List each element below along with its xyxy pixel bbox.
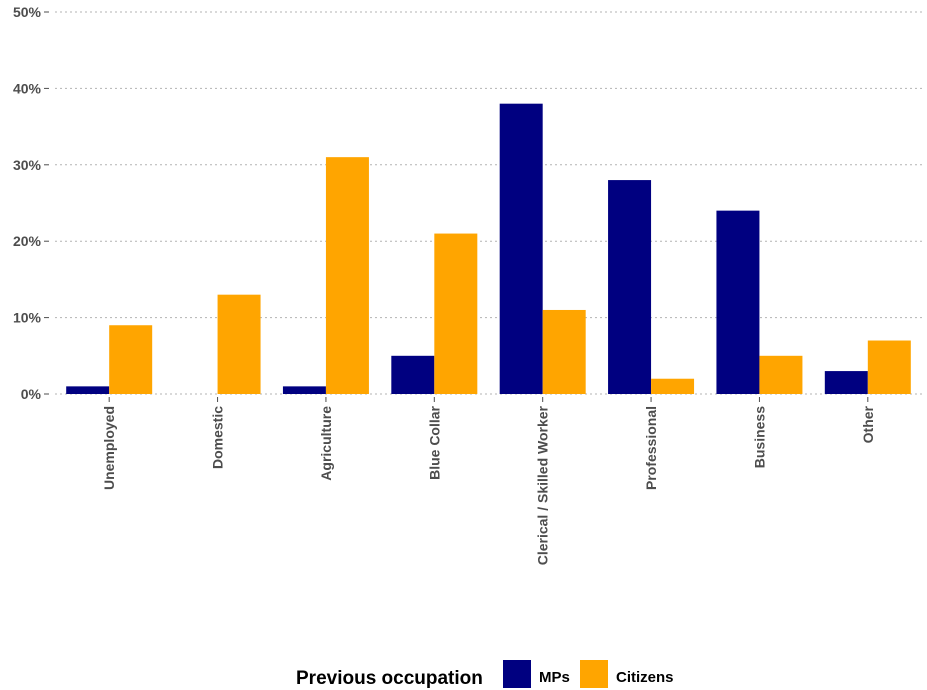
x-tick-label: Agriculture xyxy=(318,406,334,481)
y-tick-label: 30% xyxy=(13,157,42,173)
y-tick-label: 40% xyxy=(13,80,42,96)
bar-citizens-1 xyxy=(217,294,261,394)
legend-label-mps: MPs xyxy=(539,669,570,686)
x-tick-label: Clerical / Skilled Worker xyxy=(535,405,551,565)
y-tick-label: 10% xyxy=(13,310,42,326)
bar-citizens-3 xyxy=(434,233,478,394)
bar-mps-4 xyxy=(499,103,543,395)
bar-mps-2 xyxy=(282,386,326,394)
legend: Previous occupation MPs Citizens xyxy=(296,660,674,689)
bar-mps-3 xyxy=(391,355,435,394)
bar-citizens-5 xyxy=(651,378,695,394)
bar-mps-5 xyxy=(608,180,652,394)
y-tick-label: 20% xyxy=(13,233,42,249)
bar-citizens-4 xyxy=(542,309,586,394)
y-tick-label: 50% xyxy=(13,4,42,20)
legend-swatch-mps xyxy=(503,660,531,688)
x-axis: Unemployed Domestic Agriculture Blue Collar… xyxy=(101,397,876,565)
x-tick-label: Blue Collar xyxy=(426,405,442,479)
bar-citizens-6 xyxy=(759,355,803,394)
x-tick-label: Professional xyxy=(643,406,659,490)
legend-label-citizens: Citizens xyxy=(616,669,674,686)
bar-mps-6 xyxy=(716,210,760,394)
y-tick-label: 0% xyxy=(21,386,42,402)
x-tick-label: Other xyxy=(860,405,876,443)
bars xyxy=(66,103,911,395)
bar-mps-0 xyxy=(66,386,110,394)
bar-citizens-7 xyxy=(867,340,911,394)
bar-citizens-2 xyxy=(325,157,369,394)
legend-swatch-citizens xyxy=(580,660,608,688)
bar-mps-7 xyxy=(824,371,868,394)
x-tick-label: Domestic xyxy=(210,406,226,469)
x-tick-label: Business xyxy=(751,406,767,468)
bar-citizens-0 xyxy=(109,325,153,394)
y-axis: 0% 10% 20% 30% 40% 50% xyxy=(13,4,49,402)
x-tick-label: Unemployed xyxy=(101,406,117,490)
legend-title: Previous occupation xyxy=(296,668,483,689)
gridlines xyxy=(55,11,922,395)
